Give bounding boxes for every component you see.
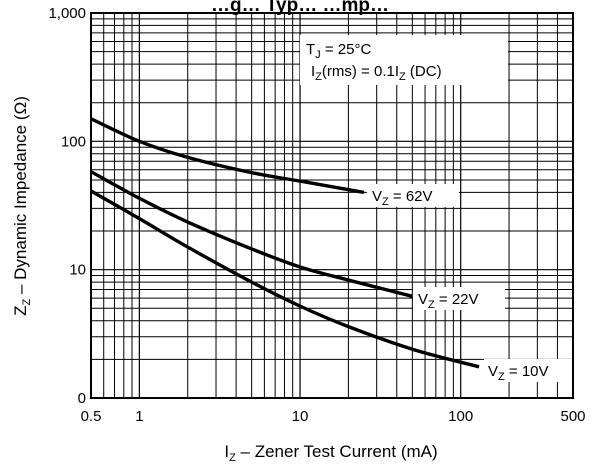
- annotation-iz-mid: (rms) = 0.1I: [322, 63, 399, 80]
- annotation-tj-subscript: J: [315, 49, 321, 61]
- annotation-iz-subscript: Z: [315, 71, 322, 83]
- x-tick-labels: 0.5 1 10 100 500: [81, 408, 586, 425]
- curves: [90, 117, 480, 369]
- series-line-1: [90, 170, 413, 298]
- annotation-tj-symbol: T: [306, 41, 315, 58]
- series-label-bg-22v: [413, 287, 505, 310]
- plot-frame: [90, 12, 574, 399]
- y-tick-labels: 0 10 100 1,000: [48, 5, 86, 407]
- y-tick-label: 0: [78, 390, 86, 407]
- x-tick-label: 100: [448, 408, 473, 425]
- series-label-bg-10v: [484, 359, 572, 382]
- x-tick-label: 0.5: [81, 408, 102, 425]
- annotation-iz-subscript-2: Z: [399, 71, 406, 83]
- x-axis-title: IZ – Zener Test Current (mA): [224, 442, 437, 464]
- series-label-62v: VZ = 62V: [372, 188, 433, 208]
- annotation-line-1: TJ = 25°C: [306, 41, 371, 61]
- y-axis-title: ZZ – Dynamic Impedance (Ω): [11, 96, 33, 316]
- annotation-tj-value: = 25°C: [321, 41, 372, 58]
- series-line-2: [90, 189, 480, 369]
- series-label-22v: VZ = 22V: [418, 291, 479, 311]
- annotation-line-2: IZ(rms) = 0.1IZ (DC): [311, 63, 442, 83]
- annotation-iz-symbol: I: [311, 63, 315, 80]
- series-line-0: [90, 117, 365, 195]
- series-label-bg-62v: [367, 184, 459, 207]
- x-tick-label: 10: [292, 408, 309, 425]
- annotation-iz-rest: (DC): [406, 63, 442, 80]
- annotation-background: [300, 35, 508, 85]
- x-tick-label: 500: [560, 408, 585, 425]
- x-tick-label: 1: [135, 408, 143, 425]
- y-tick-label: 100: [61, 133, 86, 150]
- series-label-10v: VZ = 10V: [488, 363, 549, 383]
- y-tick-label: 10: [69, 262, 86, 279]
- y-tick-label: 1,000: [48, 5, 86, 22]
